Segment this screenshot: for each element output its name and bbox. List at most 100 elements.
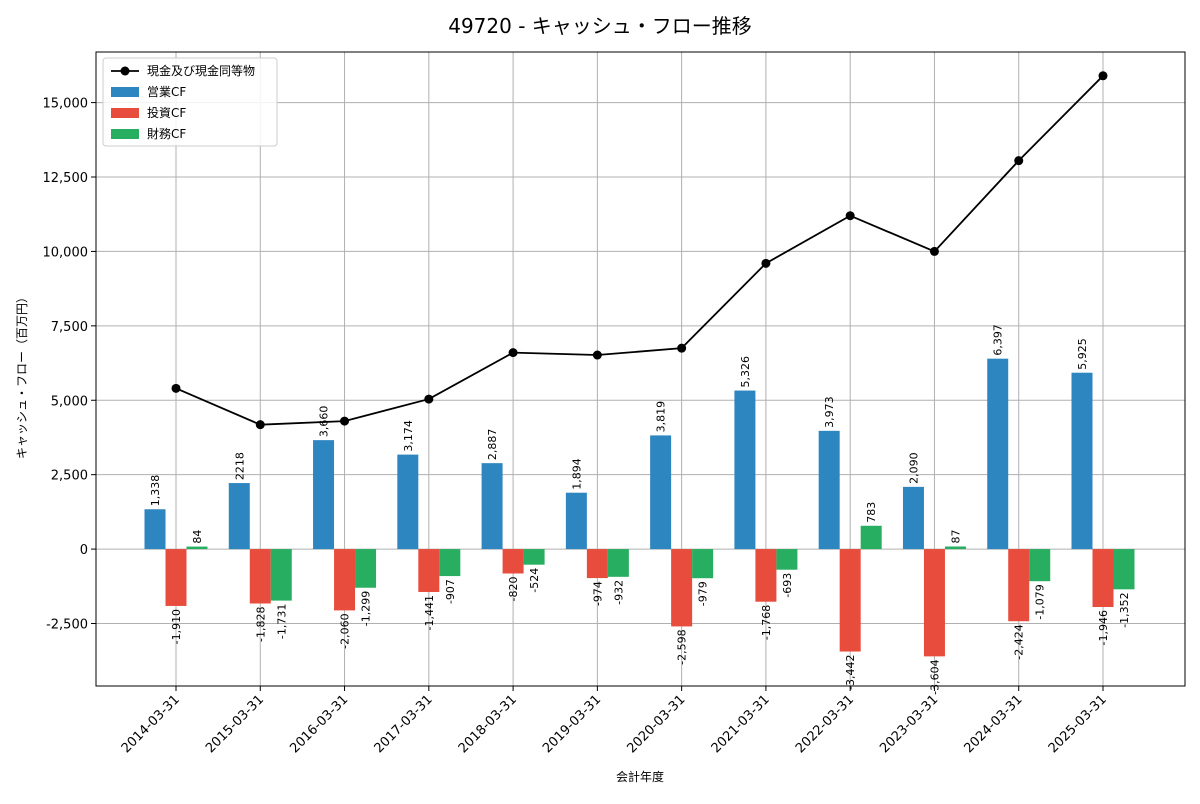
bar bbox=[987, 358, 1009, 550]
bar-value-label: 3,973 bbox=[823, 396, 836, 428]
cash-point bbox=[1098, 71, 1108, 81]
bar-value-label: -3,442 bbox=[844, 655, 857, 690]
bar bbox=[565, 492, 587, 550]
y-axis-label: キャッシュ・フロー（百万円） bbox=[15, 291, 29, 459]
bar-value-label: -1,910 bbox=[170, 609, 183, 644]
bar bbox=[1071, 372, 1093, 550]
bar bbox=[734, 390, 756, 550]
x-tick-label: 2025-03-31 bbox=[1046, 692, 1110, 756]
cash-point bbox=[761, 258, 771, 268]
x-tick-label: 2023-03-31 bbox=[877, 692, 941, 756]
bar-value-label: -1,768 bbox=[760, 605, 773, 640]
bar-value-label: 2,090 bbox=[907, 452, 920, 484]
bar bbox=[1029, 549, 1051, 582]
bar-value-label: -1,299 bbox=[360, 591, 373, 626]
bar bbox=[650, 435, 672, 550]
plot-frame bbox=[95, 51, 1186, 687]
y-tick-label: -2,500 bbox=[46, 617, 88, 632]
x-tick-label: 2017-03-31 bbox=[372, 692, 436, 756]
bar-value-label: -2,424 bbox=[1013, 624, 1026, 659]
bar-value-label: -2,598 bbox=[676, 629, 689, 664]
x-axis-label: 会計年度 bbox=[616, 769, 664, 784]
bar-value-label: -1,441 bbox=[423, 595, 436, 630]
cash-point bbox=[171, 383, 181, 393]
bar bbox=[270, 549, 292, 601]
bar-value-label: 1,338 bbox=[149, 475, 162, 507]
bar bbox=[944, 546, 966, 550]
bar-value-label: -979 bbox=[697, 581, 710, 606]
bar bbox=[502, 549, 524, 574]
legend-bar-swatch bbox=[111, 87, 139, 97]
bar-value-label: 2,887 bbox=[486, 429, 499, 461]
bar bbox=[481, 463, 503, 550]
legend-label: 財務CF bbox=[147, 126, 186, 141]
bar-value-label: -693 bbox=[781, 573, 794, 598]
y-tick-label: 2,500 bbox=[51, 469, 88, 484]
bar bbox=[1092, 549, 1114, 608]
x-tick-label: 2018-03-31 bbox=[456, 692, 520, 756]
bar bbox=[439, 549, 461, 577]
chart-title: 49720 - キャッシュ・フロー推移 bbox=[448, 14, 752, 38]
legend-box bbox=[102, 57, 278, 147]
bar bbox=[355, 549, 377, 588]
cash-point bbox=[929, 246, 939, 256]
bar bbox=[418, 549, 440, 592]
bar bbox=[186, 546, 208, 550]
bar-value-label: 1,894 bbox=[570, 458, 583, 490]
bar bbox=[607, 549, 629, 577]
y-tick-label: 12,500 bbox=[43, 171, 89, 186]
bar-value-label: 3,660 bbox=[318, 406, 331, 438]
y-tick-label: 7,500 bbox=[51, 320, 88, 335]
bar bbox=[313, 440, 335, 550]
bar-value-label: 5,925 bbox=[1076, 338, 1089, 370]
bar bbox=[755, 549, 777, 602]
y-tick-label: 5,000 bbox=[51, 394, 88, 409]
bar-value-label: 3,819 bbox=[655, 401, 668, 433]
bar bbox=[692, 549, 714, 579]
cash-point bbox=[255, 420, 265, 430]
bar bbox=[923, 549, 945, 657]
bar bbox=[1008, 549, 1030, 622]
y-tick-label: 10,000 bbox=[43, 245, 89, 260]
axes-layer: -2,500 0 2,500 5,000 7,500 10,000 12,500 15,000… bbox=[43, 97, 1110, 757]
bar-value-label: -974 bbox=[591, 581, 604, 606]
y-tick-label: 15,000 bbox=[43, 97, 89, 112]
x-tick-label: 2022-03-31 bbox=[793, 692, 857, 756]
bar-value-label: -1,946 bbox=[1097, 610, 1110, 645]
y-tick-label: 0 bbox=[80, 543, 88, 558]
bar-value-label: 2218 bbox=[233, 452, 246, 480]
line-layer bbox=[171, 71, 1108, 430]
value-labels-layer: 1,338 2218 3,660 3,174 2,887 1,894 3,819 5,326 3… bbox=[149, 324, 1131, 695]
bar bbox=[1113, 549, 1135, 590]
cash-point bbox=[340, 416, 350, 426]
legend-label: 投資CF bbox=[147, 105, 186, 120]
bar-value-label: -907 bbox=[444, 579, 457, 604]
x-tick-label: 2016-03-31 bbox=[287, 692, 351, 756]
bar-value-label: -1,731 bbox=[275, 604, 288, 639]
cash-point bbox=[592, 350, 602, 360]
bar-value-label: 87 bbox=[949, 529, 962, 543]
cash-point bbox=[508, 348, 518, 358]
bar bbox=[776, 549, 798, 570]
bar-value-label: 6,397 bbox=[992, 324, 1005, 356]
bar-value-label: -1,352 bbox=[1118, 592, 1131, 627]
bar-value-label: 5,326 bbox=[739, 356, 752, 388]
cash-point bbox=[845, 211, 855, 221]
x-tick-label: 2021-03-31 bbox=[709, 692, 773, 756]
bar-value-label: 783 bbox=[865, 502, 878, 523]
legend-bar-swatch bbox=[111, 129, 139, 139]
bar-value-label: -2,060 bbox=[339, 613, 352, 648]
bar-value-label: -820 bbox=[507, 576, 520, 601]
x-tick-label: 2020-03-31 bbox=[624, 692, 688, 756]
bar bbox=[839, 549, 861, 652]
x-tick-label: 2014-03-31 bbox=[119, 692, 183, 756]
x-tick-label: 2015-03-31 bbox=[203, 692, 267, 756]
legend-marker-swatch bbox=[120, 66, 130, 76]
bar bbox=[228, 483, 250, 550]
grid-layer bbox=[96, 52, 1185, 686]
bar bbox=[586, 549, 608, 579]
bar bbox=[144, 509, 166, 550]
bar bbox=[397, 454, 419, 550]
x-tick-label: 2024-03-31 bbox=[962, 692, 1026, 756]
